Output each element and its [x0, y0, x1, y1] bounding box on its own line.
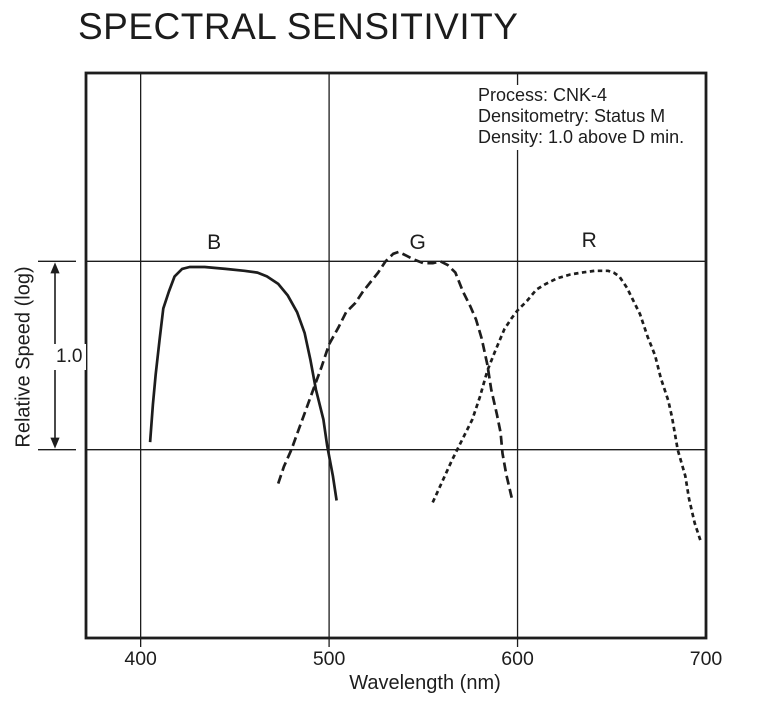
curve-b — [148, 265, 338, 501]
chart-title: SPECTRAL SENSITIVITY — [78, 6, 519, 47]
curve-g — [276, 250, 514, 499]
curve-r — [431, 269, 702, 541]
plot-border — [84, 71, 708, 640]
gridlines — [38, 73, 706, 647]
interval-arrow — [50, 262, 60, 449]
arrowhead-down — [50, 437, 60, 449]
arrowhead-up — [50, 262, 60, 274]
